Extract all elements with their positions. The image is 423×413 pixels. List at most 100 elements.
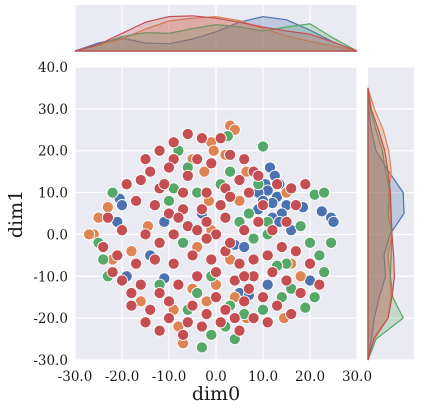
scatter-point [261, 316, 274, 329]
scatter-point [139, 316, 152, 329]
scatter-point [280, 274, 293, 287]
scatter-point [294, 286, 307, 300]
scatter-point [198, 165, 211, 178]
x-tick-label: -10.0 [152, 369, 187, 385]
scatter-point [153, 144, 166, 157]
scatter-point [303, 257, 317, 270]
scatter-point [115, 199, 129, 212]
scatter-point [224, 165, 237, 178]
scatter-point [177, 186, 190, 199]
scatter-point [242, 186, 255, 199]
scatter-point [153, 236, 166, 249]
scatter-point [191, 224, 204, 237]
scatter-point [303, 236, 317, 249]
scatter-point [106, 186, 119, 199]
scatter-point [134, 173, 147, 187]
scatter-point [205, 157, 218, 170]
scatter-point [271, 299, 284, 312]
scatter-point [111, 249, 124, 262]
scatter-point [271, 178, 284, 191]
scatter-point [167, 136, 180, 149]
scatter-point [200, 232, 213, 245]
scatter-point [181, 316, 194, 329]
scatter-point [144, 165, 157, 178]
scatter-point [256, 303, 270, 316]
scatter-point [318, 186, 331, 199]
scatter-point [238, 224, 251, 237]
scatter-points [83, 119, 340, 354]
top-kde-curve [74, 15, 358, 52]
scatter-point [130, 257, 143, 270]
scatter-point [191, 286, 204, 300]
top-marginal-kde [74, 15, 358, 52]
scatter-point [195, 132, 208, 145]
scatter-point [289, 199, 302, 212]
y-tick-label: -30.0 [33, 353, 68, 369]
y-tick-label: 20.0 [38, 144, 68, 160]
scatter-point [139, 228, 152, 241]
scatter-point [266, 224, 279, 237]
top-kde-curve [74, 15, 358, 52]
y-tick-label: 30.0 [38, 102, 68, 118]
scatter-point [299, 178, 312, 191]
scatter-point [228, 312, 241, 325]
scatter-point [233, 257, 246, 270]
scatter-point [214, 199, 227, 212]
scatter-point [191, 270, 204, 283]
scatter-point [115, 224, 129, 237]
scatter-point [238, 153, 251, 166]
scatter-point [200, 307, 213, 321]
scatter-point [219, 303, 232, 316]
scatter-point [181, 169, 194, 182]
scatter-point [139, 153, 152, 166]
scatter-point [224, 190, 237, 203]
scatter-point [186, 249, 199, 262]
scatter-point [162, 312, 176, 325]
scatter-point [238, 240, 251, 254]
scatter-point [209, 291, 223, 304]
scatter-point [285, 182, 298, 195]
scatter-point [106, 266, 119, 279]
scatter-point [252, 169, 265, 182]
scatter-point [97, 240, 110, 254]
scatter-point [172, 278, 185, 291]
y-axis-label: dim1 [5, 190, 27, 238]
scatter-point [308, 291, 321, 304]
y-tick-label: 10.0 [38, 186, 68, 202]
scatter-point [186, 299, 199, 312]
x-tick-label: 0.0 [205, 369, 226, 385]
scatter-point [219, 211, 232, 224]
scatter-point [315, 205, 328, 218]
scatter-point [289, 245, 302, 258]
scatter-point [125, 286, 138, 300]
scatter-point [153, 286, 166, 300]
scatter-point [162, 161, 176, 174]
scatter-point [214, 316, 227, 329]
scatter-point [214, 132, 227, 145]
scatter-point [162, 194, 176, 207]
scatter-point [207, 144, 220, 157]
scatter-point [238, 295, 251, 308]
x-tick-label: 10.0 [248, 369, 278, 385]
right-kde-curve [367, 87, 405, 361]
scatter-point [233, 173, 246, 187]
scatter-point [148, 199, 161, 212]
right-kde-curve [367, 87, 396, 361]
scatter-point [247, 253, 260, 266]
scatter-point [294, 220, 307, 233]
scatter-point [313, 278, 326, 291]
scatter-point [115, 274, 129, 287]
scatter-point [195, 320, 208, 333]
scatter-point [120, 178, 133, 191]
scatter-point [177, 236, 190, 249]
scatter-point [97, 253, 110, 266]
scatter-point [162, 295, 176, 308]
scatter-point [318, 266, 331, 279]
scatter-point [158, 178, 171, 191]
x-tick-label: -30.0 [58, 369, 93, 385]
x-axis-label: dim0 [192, 383, 240, 405]
scatter-point [313, 249, 326, 262]
scatter-point [125, 245, 138, 258]
scatter-point [256, 140, 270, 153]
